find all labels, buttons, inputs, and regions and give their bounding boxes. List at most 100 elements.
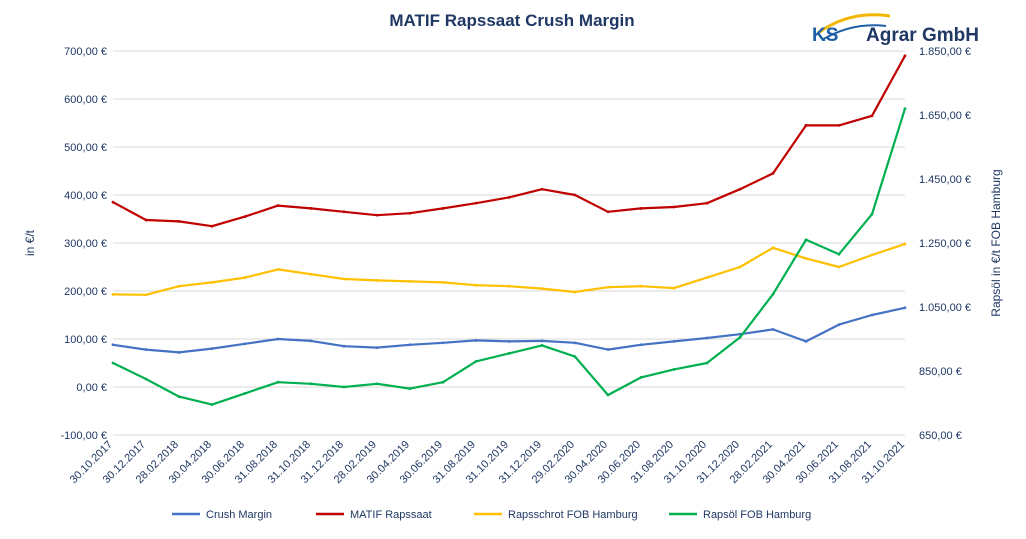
data-point	[672, 286, 676, 290]
data-point	[903, 107, 907, 110]
axis-layer: -100,00 € 0,00 € 100,00 € 200,00 € 300,00 € 4…	[61, 46, 971, 486]
logo-ks: KS	[812, 25, 838, 46]
company-logo: KS Agrar GmbH	[812, 13, 979, 46]
grid-layer	[113, 50, 905, 436]
data-point	[771, 328, 775, 331]
legend-label: Crush Margin	[206, 509, 272, 521]
data-point	[771, 172, 775, 175]
y-left-tick-label: 400,00 €	[64, 190, 107, 202]
data-point	[408, 387, 412, 390]
data-point	[243, 215, 247, 219]
y-left-tick-label: 300,00 €	[64, 238, 107, 250]
data-point	[111, 292, 115, 296]
data-point	[408, 280, 412, 283]
data-point	[870, 253, 874, 257]
data-point	[507, 352, 511, 355]
chart-title: MATIF Rapssaat Crush Margin	[389, 11, 634, 30]
data-point	[606, 210, 610, 214]
data-point	[474, 283, 478, 287]
data-point	[342, 344, 346, 348]
y-left-tick-label: -100,00 €	[61, 430, 107, 442]
legend-label: Rapsschrot FOB Hamburg	[508, 509, 638, 521]
y-right-tick-label: 1.650,00 €	[919, 110, 971, 122]
data-point	[441, 280, 445, 284]
data-point	[210, 224, 214, 228]
data-point	[375, 382, 379, 386]
data-point	[738, 265, 742, 269]
y-right-tick-label: 1.850,00 €	[919, 46, 971, 58]
data-point	[705, 361, 709, 365]
data-point	[738, 336, 742, 339]
data-point	[573, 290, 577, 294]
data-point	[705, 336, 709, 340]
data-point	[309, 339, 313, 343]
data-point	[903, 242, 907, 246]
data-point	[474, 201, 478, 205]
data-point	[903, 306, 907, 310]
data-point	[276, 380, 280, 384]
y-right-tick-label: 1.250,00 €	[919, 238, 971, 250]
data-point	[276, 337, 280, 341]
data-point	[441, 380, 445, 384]
data-point	[177, 220, 181, 223]
logo-swoosh-bottom	[821, 24, 887, 41]
legend-label: MATIF Rapssaat	[350, 509, 432, 521]
data-point	[804, 340, 808, 343]
data-point	[639, 376, 643, 379]
data-point	[672, 368, 676, 371]
data-point	[771, 292, 775, 296]
legend-label: Rapsöl FOB Hamburg	[703, 509, 811, 521]
data-point	[705, 276, 709, 279]
data-point	[177, 351, 181, 354]
data-point	[441, 341, 445, 345]
data-point	[606, 348, 610, 351]
y-left-tick-label: 200,00 €	[64, 286, 107, 298]
data-point	[870, 212, 874, 216]
data-point	[375, 279, 379, 282]
data-point	[375, 346, 379, 350]
y-right-tick-label: 1.450,00 €	[919, 174, 971, 186]
data-point	[276, 204, 280, 207]
data-point	[606, 285, 610, 289]
data-point	[309, 382, 313, 386]
data-point	[804, 238, 808, 242]
y-left-tick-label: 600,00 €	[64, 94, 107, 106]
y-left-tick-label: 0,00 €	[76, 382, 107, 394]
data-point	[144, 348, 148, 351]
data-point	[738, 187, 742, 191]
data-point	[243, 392, 247, 395]
series-line-crush-margin	[112, 306, 906, 354]
data-point	[540, 287, 544, 290]
data-point	[474, 360, 478, 363]
data-point	[804, 256, 808, 260]
data-point	[540, 339, 544, 343]
logo-swoosh-top	[817, 13, 891, 35]
data-point	[144, 377, 148, 381]
data-point	[540, 344, 544, 347]
data-point	[210, 347, 214, 350]
data-point	[837, 265, 841, 269]
data-point	[111, 361, 115, 365]
y-left-tick-label: 500,00 €	[64, 142, 107, 154]
data-point	[507, 284, 511, 288]
data-point	[507, 340, 511, 343]
data-point	[837, 252, 841, 256]
data-point	[573, 341, 577, 345]
data-point	[573, 355, 577, 358]
y-right-tick-label: 650,00 €	[919, 430, 962, 442]
data-point	[573, 193, 577, 197]
y-axis-right-label: Rapsöl in €/t FOB Hamburg	[989, 169, 1003, 316]
series-line-matif-rapssaat	[112, 55, 906, 228]
legend: Crush Margin MATIF Rapssaat Rapsschrot FOB…	[172, 509, 811, 521]
y-right-tick-label: 1.050,00 €	[919, 302, 971, 314]
logo-name: Agrar GmbH	[866, 25, 979, 46]
data-point	[342, 210, 346, 214]
data-point	[507, 196, 511, 199]
data-point	[243, 276, 247, 279]
data-point	[309, 272, 313, 276]
data-point	[342, 277, 346, 281]
y-left-tick-label: 100,00 €	[64, 334, 107, 346]
data-point	[408, 211, 412, 215]
data-point	[837, 323, 841, 326]
